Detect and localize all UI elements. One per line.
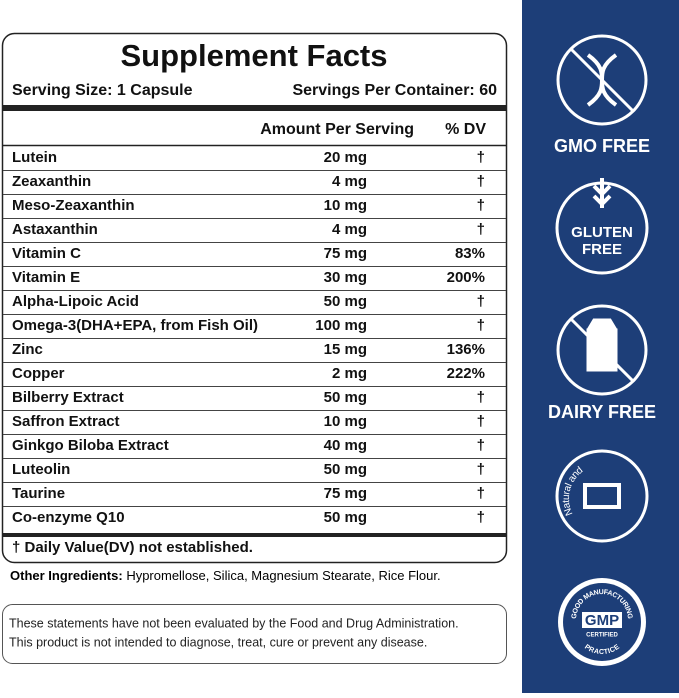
disclaimer: These statements have not been evaluated… <box>9 616 459 630</box>
other-label: Other Ingredients: <box>10 568 123 583</box>
gluten-free: FREE <box>582 241 622 258</box>
footnote: † Daily Value(DV) not established. <box>12 539 253 556</box>
nutrient: Astaxanthin <box>12 221 98 238</box>
amount: 75 mg <box>324 485 367 502</box>
daily-value: † <box>477 317 485 334</box>
daily-value: † <box>477 389 485 406</box>
gmp-sub: CERTIFIED <box>586 633 618 639</box>
daily-value: 83% <box>455 245 485 262</box>
title: Supplement Facts <box>121 38 388 73</box>
amount: 100 mg <box>315 317 367 334</box>
daily-value: † <box>477 461 485 478</box>
rows: Lutein 20 mg † Zeaxanthin 4 mg † Meso-Zeaxanth… <box>3 149 506 526</box>
nutrient: Zinc <box>12 341 43 358</box>
nutrient: Vitamin C <box>12 245 81 262</box>
amount: 4 mg <box>332 221 367 238</box>
thick-rule <box>3 105 506 111</box>
daily-value: † <box>477 437 485 454</box>
amount: 4 mg <box>332 173 367 190</box>
daily-value: † <box>477 221 485 238</box>
amount: 50 mg <box>324 461 367 478</box>
amount: 50 mg <box>324 389 367 406</box>
nutrient: Ginkgo Biloba Extract <box>12 437 169 454</box>
nutrient: Copper <box>12 365 65 382</box>
daily-value: † <box>477 509 485 526</box>
amount: 30 mg <box>324 269 367 286</box>
daily-value: † <box>477 173 485 190</box>
disclaimer: This product is not intended to diagnose… <box>9 635 427 649</box>
thick-rule <box>3 533 506 537</box>
nutrient: Lutein <box>12 149 57 166</box>
column-header: Amount Per Serving <box>260 121 414 138</box>
daily-value: 200% <box>447 269 485 286</box>
icons <box>555 34 649 543</box>
daily-value: † <box>477 197 485 214</box>
daily-value: 222% <box>447 365 485 382</box>
nutrient: Luteolin <box>12 461 70 478</box>
serving-size: Serving Size: 1 Capsule <box>12 82 193 99</box>
nutrient: Bilberry Extract <box>12 389 124 406</box>
nutrient: Co-enzyme Q10 <box>12 509 125 526</box>
amount: 40 mg <box>324 437 367 454</box>
nutrient: Saffron Extract <box>12 413 120 430</box>
facts-box <box>1 32 508 564</box>
gmp: GMP <box>585 612 619 629</box>
amount: 10 mg <box>324 197 367 214</box>
servings-per-container: Servings Per Container: 60 <box>292 82 497 99</box>
other-ingredients: Other Ingredients: Hypromellose, Silica,… <box>10 568 441 583</box>
dairy-free: DAIRY FREE <box>548 402 656 422</box>
disclaimer-box <box>2 604 507 664</box>
amount: 50 mg <box>324 293 367 310</box>
amount: 20 mg <box>324 149 367 166</box>
amount: 50 mg <box>324 509 367 526</box>
nutrient: Alpha-Lipoic Acid <box>12 293 139 310</box>
nutrient: Meso-Zeaxanthin <box>12 197 135 214</box>
amount: 75 mg <box>324 245 367 262</box>
nutrient: Vitamin E <box>12 269 80 286</box>
daily-value: † <box>477 413 485 430</box>
column-header: % DV <box>445 121 486 138</box>
daily-value: † <box>477 149 485 166</box>
other-text: Hypromellose, Silica, Magnesium Stearate… <box>126 568 440 583</box>
amount: 15 mg <box>324 341 367 358</box>
nutrient: Taurine <box>12 485 65 502</box>
gmo-free: GMO FREE <box>554 136 650 156</box>
gluten-free: GLUTEN <box>571 224 633 241</box>
daily-value: 136% <box>447 341 485 358</box>
amount: 10 mg <box>324 413 367 430</box>
nutrient: Omega-3(DHA+EPA, from Fish Oil) <box>12 317 258 334</box>
daily-value: † <box>477 293 485 310</box>
amount: 2 mg <box>332 365 367 382</box>
gmp-plate <box>582 612 622 628</box>
nutrient: Zeaxanthin <box>12 173 91 190</box>
daily-value: † <box>477 485 485 502</box>
